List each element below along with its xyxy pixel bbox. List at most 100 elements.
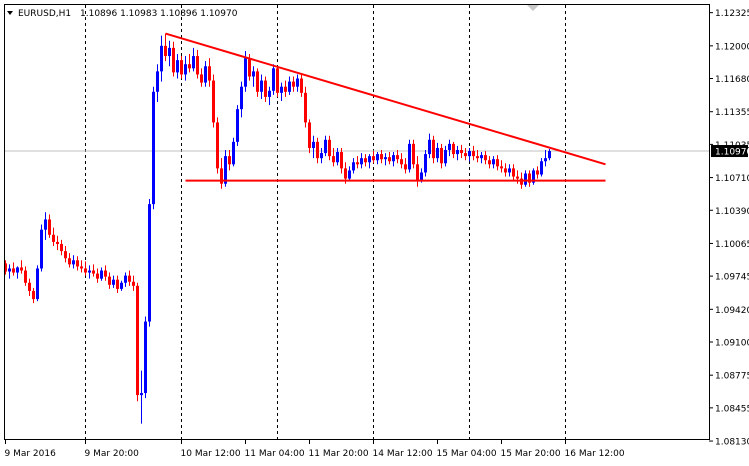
candle-105[interactable] (424, 150, 427, 177)
candle-4[interactable] (20, 260, 23, 274)
candle-26[interactable] (108, 272, 111, 289)
candle-79[interactable] (320, 147, 323, 164)
candle-13[interactable] (56, 235, 59, 251)
candle-132[interactable] (532, 168, 535, 185)
candle-112[interactable] (452, 141, 455, 159)
candle-19[interactable] (80, 260, 83, 273)
candle-126[interactable] (508, 164, 511, 177)
candle-113[interactable] (456, 145, 459, 161)
candle-20[interactable] (84, 261, 87, 276)
candle-3[interactable] (16, 266, 19, 279)
candle-43[interactable] (176, 54, 179, 79)
candle-103[interactable] (416, 156, 419, 187)
candle-127[interactable] (512, 164, 515, 181)
candle-56[interactable] (228, 150, 231, 171)
candle-86[interactable] (348, 166, 351, 181)
candle-91[interactable] (368, 154, 371, 169)
candle-136[interactable] (548, 148, 551, 161)
candle-107[interactable] (432, 135, 435, 164)
candle-101[interactable] (408, 139, 411, 173)
candle-25[interactable] (104, 265, 107, 281)
candle-122[interactable] (492, 156, 495, 169)
candle-46[interactable] (188, 54, 191, 73)
candle-52[interactable] (212, 74, 215, 128)
candle-59[interactable] (240, 81, 243, 118)
candle-102[interactable] (412, 139, 415, 169)
candle-134[interactable] (540, 158, 543, 177)
candle-83[interactable] (336, 147, 339, 166)
candle-0[interactable] (4, 260, 7, 275)
candle-49[interactable] (200, 68, 203, 87)
candle-12[interactable] (52, 227, 55, 246)
candle-98[interactable] (396, 150, 399, 164)
candle-118[interactable] (476, 150, 479, 163)
trendlines[interactable] (165, 32, 606, 182)
candle-31[interactable] (128, 270, 131, 286)
candle-81[interactable] (328, 135, 331, 161)
candle-50[interactable] (204, 61, 207, 87)
candle-96[interactable] (388, 152, 391, 165)
candle-95[interactable] (384, 153, 387, 166)
candle-1[interactable] (8, 264, 11, 279)
candle-68[interactable] (276, 66, 279, 97)
candle-84[interactable] (340, 147, 343, 174)
candle-108[interactable] (436, 142, 439, 163)
candle-58[interactable] (236, 105, 239, 146)
candle-35[interactable] (144, 316, 147, 399)
candle-36[interactable] (148, 199, 151, 327)
candle-114[interactable] (460, 144, 463, 159)
candle-119[interactable] (480, 152, 483, 164)
candle-82[interactable] (332, 147, 335, 167)
candle-14[interactable] (60, 239, 63, 256)
candle-94[interactable] (380, 150, 383, 164)
candle-69[interactable] (280, 82, 283, 101)
candle-47[interactable] (192, 47, 195, 72)
candle-87[interactable] (352, 158, 355, 174)
candle-38[interactable] (156, 64, 159, 103)
candle-120[interactable] (484, 151, 487, 165)
candle-6[interactable] (28, 278, 31, 297)
candle-115[interactable] (464, 147, 467, 161)
candle-64[interactable] (260, 74, 263, 99)
candle-80[interactable] (324, 135, 327, 157)
candle-30[interactable] (124, 272, 127, 287)
candle-110[interactable] (444, 145, 447, 167)
candlesticks[interactable] (4, 33, 551, 424)
candle-125[interactable] (504, 163, 507, 177)
candle-33[interactable] (136, 282, 139, 402)
candle-121[interactable] (488, 156, 491, 169)
candle-53[interactable] (216, 117, 219, 174)
candle-99[interactable] (400, 153, 403, 169)
candle-28[interactable] (116, 275, 119, 293)
triangle-down-icon[interactable] (7, 11, 13, 15)
candle-76[interactable] (308, 119, 311, 154)
candle-106[interactable] (428, 133, 431, 159)
candle-7[interactable] (32, 287, 35, 304)
candle-11[interactable] (48, 214, 51, 238)
candle-17[interactable] (72, 255, 75, 269)
candle-78[interactable] (316, 137, 319, 164)
candle-133[interactable] (536, 166, 539, 179)
resistance-trendline[interactable] (165, 32, 606, 166)
candle-24[interactable] (100, 267, 103, 281)
candle-15[interactable] (64, 245, 67, 263)
candle-65[interactable] (264, 76, 267, 103)
candle-5[interactable] (24, 266, 27, 286)
candle-42[interactable] (172, 41, 175, 77)
candle-123[interactable] (496, 155, 499, 171)
candle-44[interactable] (180, 56, 183, 79)
candle-88[interactable] (356, 156, 359, 169)
candle-70[interactable] (284, 80, 287, 97)
candle-135[interactable] (544, 150, 547, 167)
candle-32[interactable] (132, 275, 135, 291)
time-axis[interactable]: 9 Mar 2016 9 Mar 20:00 10 Mar 12:00 11 Mar … (5, 439, 625, 459)
candle-117[interactable] (472, 145, 475, 161)
candle-22[interactable] (92, 264, 95, 277)
candle-97[interactable] (392, 152, 395, 167)
candle-23[interactable] (96, 268, 99, 283)
candle-57[interactable] (232, 137, 235, 167)
candle-124[interactable] (500, 160, 503, 173)
candle-2[interactable] (12, 262, 15, 276)
candle-109[interactable] (440, 143, 443, 169)
candle-77[interactable] (312, 135, 315, 159)
